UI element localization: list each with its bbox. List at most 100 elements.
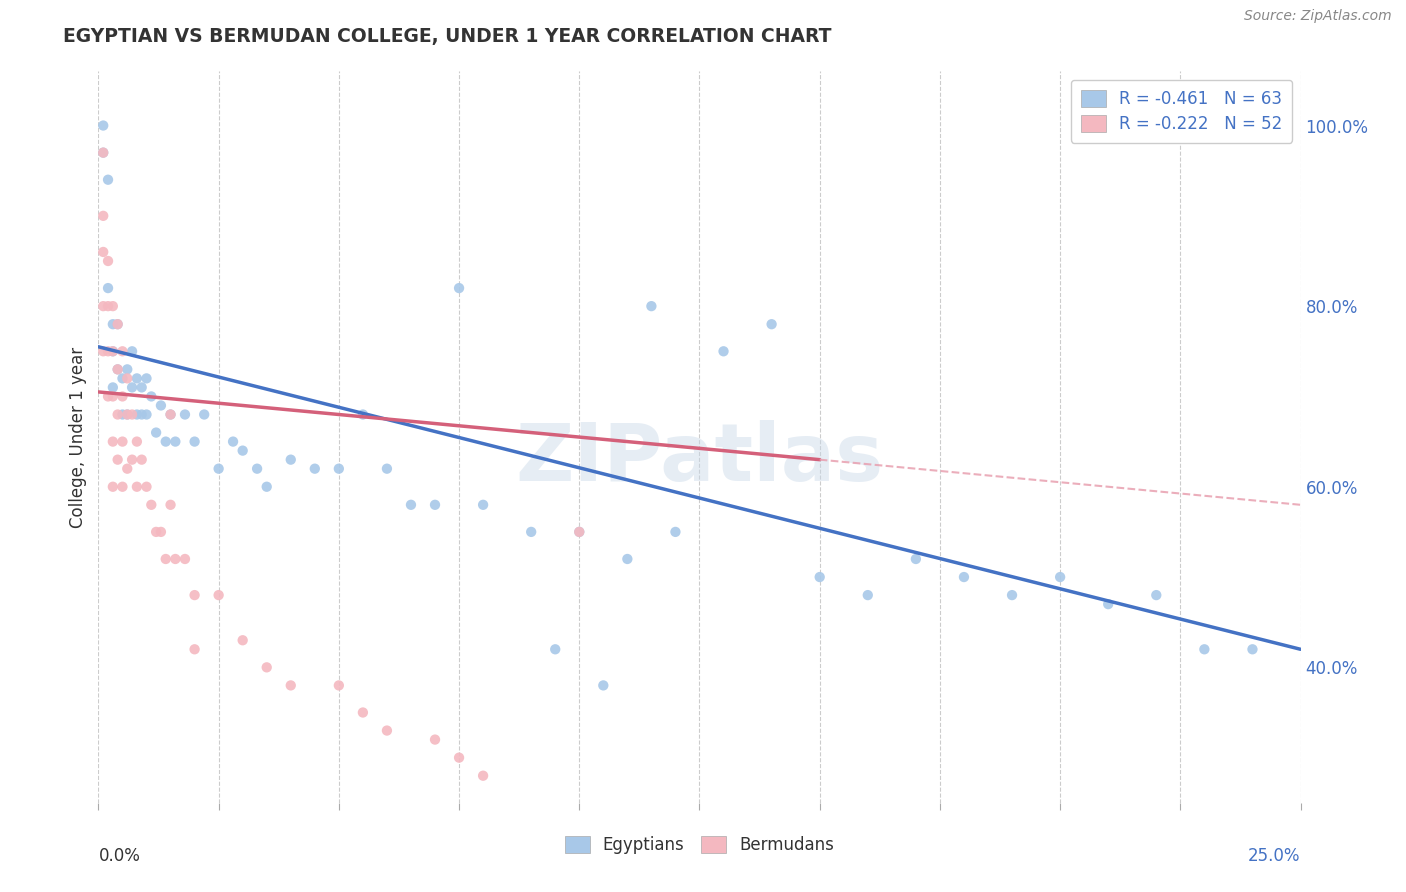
Point — [447, 750, 470, 764]
Point — [808, 570, 831, 584]
Point — [91, 209, 114, 223]
Point — [97, 281, 120, 295]
Point — [328, 678, 350, 692]
Point — [111, 344, 134, 359]
Point — [592, 678, 614, 692]
Point — [423, 732, 446, 747]
Point — [91, 299, 114, 313]
Point — [97, 299, 120, 313]
Point — [352, 706, 374, 720]
Point — [125, 480, 148, 494]
Point — [101, 317, 124, 331]
Point — [1049, 570, 1071, 584]
Point — [280, 678, 302, 692]
Point — [1144, 588, 1167, 602]
Point — [159, 498, 181, 512]
Point — [121, 380, 143, 394]
Point — [121, 452, 143, 467]
Point — [121, 344, 143, 359]
Point — [111, 371, 134, 385]
Point — [107, 317, 129, 331]
Point — [111, 480, 134, 494]
Point — [141, 498, 163, 512]
Y-axis label: College, Under 1 year: College, Under 1 year — [69, 346, 87, 528]
Point — [256, 660, 278, 674]
Point — [1097, 597, 1119, 611]
Point — [91, 119, 114, 133]
Point — [101, 389, 124, 403]
Point — [101, 344, 124, 359]
Point — [131, 380, 153, 394]
Point — [159, 408, 181, 422]
Point — [472, 498, 495, 512]
Point — [183, 434, 205, 449]
Point — [107, 317, 129, 331]
Point — [91, 344, 114, 359]
Point — [149, 399, 172, 413]
Point — [107, 362, 129, 376]
Point — [183, 642, 205, 657]
Point — [91, 244, 114, 259]
Point — [423, 498, 446, 512]
Point — [856, 588, 879, 602]
Point — [141, 389, 163, 403]
Point — [101, 344, 124, 359]
Point — [761, 317, 783, 331]
Point — [664, 524, 686, 539]
Text: Source: ZipAtlas.com: Source: ZipAtlas.com — [1244, 9, 1392, 23]
Point — [375, 723, 398, 738]
Point — [125, 408, 148, 422]
Point — [904, 552, 927, 566]
Point — [125, 434, 148, 449]
Point — [131, 408, 153, 422]
Point — [616, 552, 638, 566]
Point — [544, 642, 567, 657]
Point — [165, 434, 187, 449]
Point — [208, 461, 231, 475]
Point — [246, 461, 269, 475]
Point — [107, 408, 129, 422]
Point — [568, 524, 591, 539]
Point — [1194, 642, 1216, 657]
Point — [328, 461, 350, 475]
Text: EGYPTIAN VS BERMUDAN COLLEGE, UNDER 1 YEAR CORRELATION CHART: EGYPTIAN VS BERMUDAN COLLEGE, UNDER 1 YE… — [63, 27, 832, 45]
Point — [399, 498, 422, 512]
Text: 0.0%: 0.0% — [98, 847, 141, 864]
Point — [953, 570, 976, 584]
Point — [135, 480, 157, 494]
Point — [193, 408, 215, 422]
Point — [111, 408, 134, 422]
Point — [145, 425, 167, 440]
Point — [135, 371, 157, 385]
Point — [101, 299, 124, 313]
Point — [117, 408, 139, 422]
Point — [117, 362, 139, 376]
Legend: Egyptians, Bermudans: Egyptians, Bermudans — [554, 826, 845, 864]
Point — [375, 461, 398, 475]
Text: ZIPatlas: ZIPatlas — [516, 420, 883, 498]
Point — [149, 524, 172, 539]
Point — [640, 299, 662, 313]
Point — [232, 633, 254, 648]
Point — [165, 552, 187, 566]
Point — [174, 408, 197, 422]
Point — [121, 408, 143, 422]
Point — [280, 452, 302, 467]
Point — [155, 434, 177, 449]
Text: 25.0%: 25.0% — [1249, 847, 1301, 864]
Point — [713, 344, 735, 359]
Point — [117, 371, 139, 385]
Point — [91, 145, 114, 160]
Point — [155, 552, 177, 566]
Point — [91, 145, 114, 160]
Point — [159, 408, 181, 422]
Point — [111, 389, 134, 403]
Point — [256, 480, 278, 494]
Point — [232, 443, 254, 458]
Point — [131, 452, 153, 467]
Point — [101, 434, 124, 449]
Point — [304, 461, 326, 475]
Point — [174, 552, 197, 566]
Point — [107, 362, 129, 376]
Point — [472, 769, 495, 783]
